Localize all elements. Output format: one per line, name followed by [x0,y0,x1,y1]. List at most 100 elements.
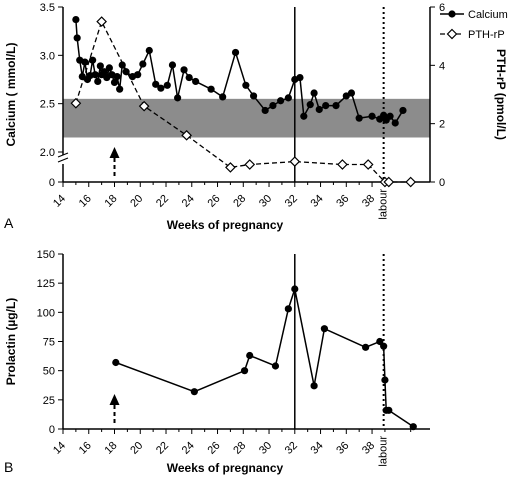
x-tick-label: 16 [77,193,94,210]
x-axis-label: Weeks of pregnancy [167,461,284,475]
calcium-point [242,81,250,89]
x-tick-label: 22 [154,193,171,210]
pth-rp-point [337,159,348,170]
calcium-point [185,73,193,82]
x-tick-label: 38 [360,193,377,210]
x-tick-label: 30 [257,193,274,210]
calcium-point [180,66,188,74]
y-tick-label: 2.5 [40,99,55,111]
x-tick-label: 18 [102,193,119,210]
calcium-point [152,80,160,88]
pth-rp-point [138,100,150,112]
calcium-point [122,68,130,76]
y-tick-label: 2.0 [40,147,55,159]
prolactin-point [362,343,370,351]
prolactin-point [385,406,393,414]
prolactin-point [112,358,120,367]
calcium-point [231,48,240,57]
calcium-point [81,58,89,66]
calcium-point [249,92,258,100]
calcium-point [94,77,102,86]
y-axis-label: Prolactin (µg/L) [4,298,18,386]
prolactin-point [310,382,318,390]
prolactin-point [190,388,198,396]
pth-rp-point [362,159,374,170]
calcium-point [300,112,308,120]
calcium-point [168,61,177,69]
x-tick-label: 22 [154,440,171,457]
y-tick-label: 150 [37,249,55,261]
panel-label: B [4,459,13,475]
x-tick-label: 34 [309,440,326,457]
calcium-point [91,71,99,79]
calcium-point [368,112,376,120]
legend-label-calcium: Calcium [468,9,508,21]
prolactin-point [246,351,254,360]
x-tick-label: 32 [283,440,300,457]
calcium-point [219,93,227,101]
pth-rp-point [383,176,395,188]
calcium-point [118,61,126,69]
y2-tick-label: 6 [439,2,445,14]
calcium-point [89,56,97,64]
prolactin-point [380,342,388,350]
calcium-point [322,102,330,110]
legend-label-pth-rp: PTH-rP [468,29,505,41]
x-tick-label: 14 [51,440,68,457]
y-tick-label: 100 [37,307,55,319]
calcium-point [72,15,80,24]
x-tick-label: 14 [51,193,68,210]
calcium-point [113,73,121,81]
calcium-point [192,77,200,86]
pth-rp-point [181,129,192,141]
arrow-head [109,394,120,405]
calcium-point [73,34,81,42]
x-tick-label: 36 [334,440,351,457]
y-tick-label: 3.5 [40,2,55,14]
calcium-point [116,85,124,93]
calcium-point [347,89,356,97]
prolactin-point [291,285,299,293]
x-tick-label: 28 [231,193,248,210]
pth-rp-point [70,97,82,109]
y2-tick-label: 2 [439,119,445,131]
calcium-point [310,89,318,97]
calcium-point [139,60,147,68]
calcium-point [315,105,323,114]
calcium-point [355,114,363,122]
axis-break-mark [57,157,69,163]
y2-axis-label: PTH-rP (pmol/L) [494,49,508,140]
x-tick-label: 36 [334,193,351,210]
x-tick-label: 20 [128,193,145,210]
labour-label: labour [378,189,390,220]
y-tick-label: 25 [43,395,55,407]
prolactin-point [240,367,249,375]
x-tick-label: 32 [283,193,300,210]
pth-rp-point [289,156,301,167]
panel-label: A [4,215,14,231]
pth-rp-point [225,162,236,173]
x-tick-label: 20 [128,440,145,457]
x-tick-label: 24 [180,440,197,457]
calcium-point [269,102,277,110]
y2-tick-label: 4 [439,60,445,72]
panel-b: 0 25 50 75 100 125 150 14 16 18 20 22 24 26 28 30 32 34 36… [4,249,430,475]
x-tick-label: 26 [206,440,223,457]
legend-marker-calcium [448,10,456,18]
y-tick-label: 0 [49,177,55,189]
calcium-point [105,64,113,72]
prolactin-point [284,305,292,313]
y-tick-label: 0 [49,424,55,436]
calcium-point [277,97,285,105]
calcium-point [134,71,142,79]
prolactin-point [409,423,417,431]
calcium-point [100,68,108,76]
y-tick-label: 3.0 [40,50,55,62]
calcium-point [296,73,304,82]
labour-label: labour [378,436,390,467]
calcium-point [399,106,407,115]
prolactin-point [320,325,329,333]
calcium-point [96,62,104,70]
